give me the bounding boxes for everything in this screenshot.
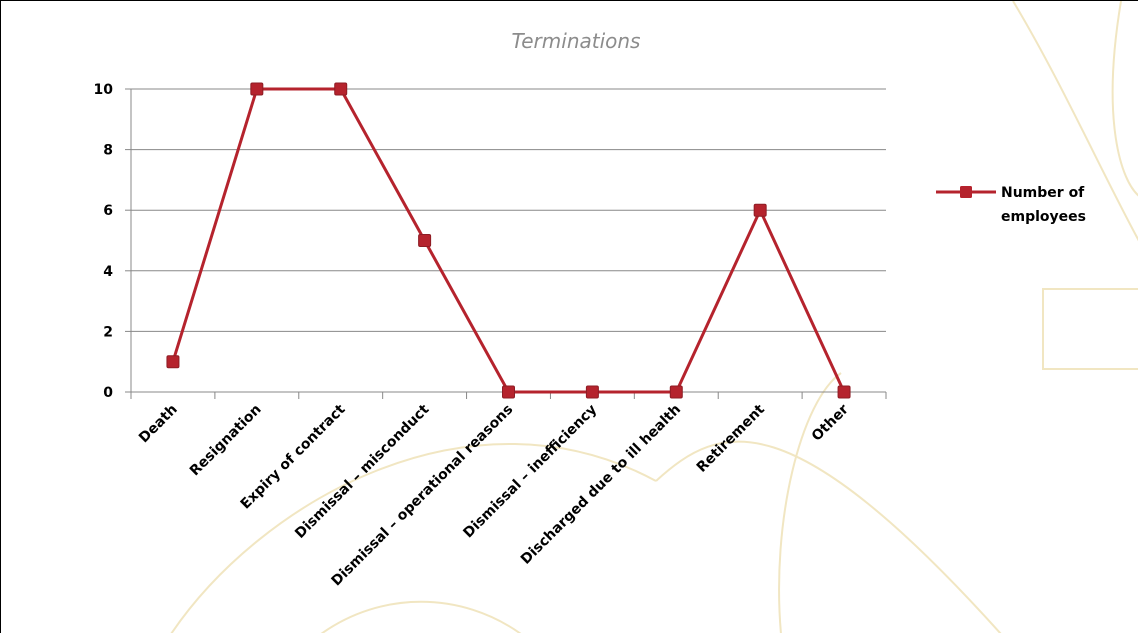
y-tick-labels: 0 2 4 6 8 10 xyxy=(94,82,114,401)
y-tick-label: 6 xyxy=(103,203,113,219)
data-point xyxy=(585,385,599,399)
data-point xyxy=(166,355,180,369)
decor-arc-2 xyxy=(655,440,1002,633)
chart-title: Terminations xyxy=(512,29,641,53)
y-tick-label: 8 xyxy=(103,143,113,159)
decor-arc-6 xyxy=(320,600,522,633)
y-tick-label: 10 xyxy=(94,82,114,98)
legend-label: employees xyxy=(1001,209,1086,225)
x-tick-label: Dismissal – operational reasons xyxy=(329,402,517,590)
axes xyxy=(125,88,887,399)
x-tick-label: Death xyxy=(136,402,181,447)
series-line xyxy=(171,87,846,394)
data-point xyxy=(837,385,851,399)
y-tick-label: 4 xyxy=(103,264,113,280)
data-point xyxy=(669,385,683,399)
background-decoration xyxy=(170,1,1138,633)
decor-arc-1 xyxy=(170,443,657,633)
data-point xyxy=(502,385,515,399)
x-tick-label: Discharged due to ill health xyxy=(518,402,684,568)
decor-arc-5 xyxy=(1111,1,1138,197)
data-point xyxy=(250,82,264,96)
decor-box xyxy=(1042,288,1138,370)
y-tick-label: 0 xyxy=(103,385,113,401)
x-tick-label: Dismissal – misconduct xyxy=(292,401,432,541)
data-point xyxy=(418,234,432,247)
x-tick-label: Resignation xyxy=(187,402,265,480)
x-tick-label: Retirement xyxy=(694,401,768,475)
data-point xyxy=(334,82,348,96)
series-number-of-employees xyxy=(166,82,851,399)
x-tick-label: Dismissal – inefficiency xyxy=(460,402,600,542)
legend: Number of employees xyxy=(936,185,1086,225)
decor-arc-4 xyxy=(1012,1,1138,242)
legend-marker xyxy=(960,186,972,198)
legend-label: Number of xyxy=(1001,185,1085,201)
y-tick-label: 2 xyxy=(103,324,113,340)
decor-arc-3 xyxy=(778,372,842,633)
data-point xyxy=(753,203,767,217)
